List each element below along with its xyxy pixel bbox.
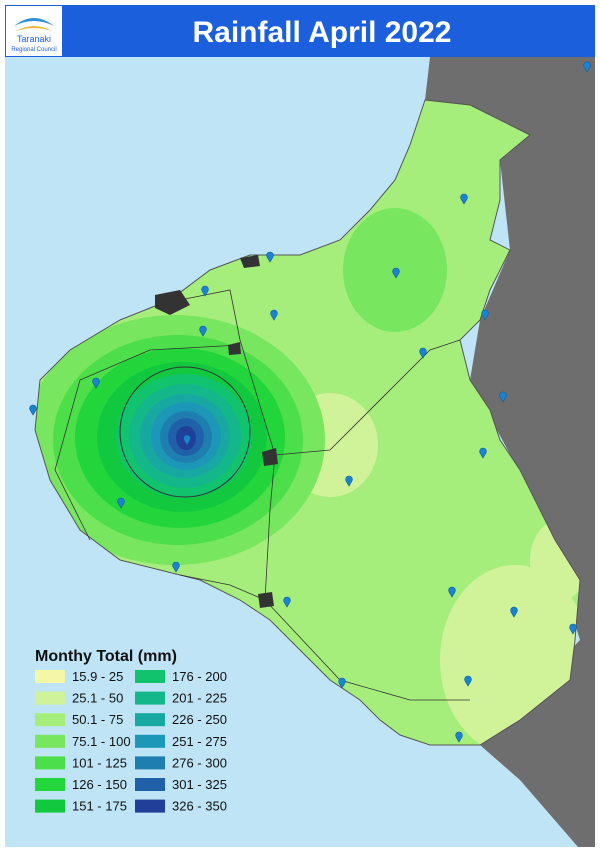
legend-swatch — [35, 670, 65, 683]
gauge — [172, 561, 180, 573]
legend-label: 151 - 175 — [72, 799, 127, 814]
gauge — [583, 61, 591, 73]
legend-swatch — [35, 756, 65, 770]
legend-swatch — [35, 734, 65, 748]
gauge — [481, 309, 489, 321]
logo-text: Regional Council — [11, 47, 56, 53]
page-title: Rainfall April 2022 — [193, 16, 452, 49]
gauge — [117, 497, 125, 509]
gauge — [345, 475, 353, 487]
legend-label: 101 - 125 — [72, 755, 127, 770]
neighbouring-land — [425, 57, 595, 847]
town — [262, 448, 278, 466]
town — [228, 342, 241, 355]
legend-swatch — [135, 713, 165, 727]
legend-swatch — [35, 799, 65, 813]
legend-swatch — [135, 670, 165, 683]
legend-swatch — [135, 799, 165, 813]
legend-title: Monthy Total (mm) — [35, 648, 177, 665]
gauge — [199, 325, 207, 337]
legend-label: 50.1 - 75 — [72, 712, 123, 727]
legend-swatch — [35, 691, 65, 705]
gauge — [448, 586, 456, 598]
gauge — [392, 267, 400, 279]
gauge — [464, 675, 472, 687]
national-park-boundary — [119, 366, 251, 498]
gauge — [201, 285, 209, 297]
legend-label: 326 - 350 — [172, 799, 227, 814]
gauge — [510, 606, 518, 618]
legend-label: 15.9 - 25 — [72, 669, 123, 684]
town — [155, 290, 190, 315]
legend-label: 251 - 275 — [172, 734, 227, 749]
legend-label: 301 - 325 — [172, 777, 227, 792]
gauge — [92, 377, 100, 389]
roads — [54, 289, 470, 701]
legend-label: 201 - 225 — [172, 691, 227, 706]
legend-label: 126 - 150 — [72, 777, 127, 792]
header-bar — [5, 5, 595, 57]
town — [258, 592, 274, 608]
legend-label: 176 - 200 — [172, 669, 227, 684]
legend: 15.9 - 25 25.1 - 50 50.1 - 75 75.1 - 100 101… — [35, 669, 227, 814]
legend-swatch — [135, 778, 165, 791]
town — [240, 255, 260, 268]
gauge — [338, 677, 346, 689]
rainfall-surface — [35, 100, 580, 745]
legend-label: 226 - 250 — [172, 712, 227, 727]
gauge — [266, 251, 274, 263]
gauge — [183, 434, 191, 446]
gauge — [270, 309, 278, 321]
gauge — [460, 193, 468, 205]
legend-swatch — [135, 691, 165, 705]
logo-wave — [16, 26, 52, 31]
gauge — [29, 404, 37, 416]
towns — [155, 255, 278, 608]
legend-swatch — [135, 734, 165, 748]
legend-swatch — [35, 778, 65, 791]
logo-box — [6, 6, 62, 56]
legend-swatch — [135, 756, 165, 770]
legend-swatch — [35, 713, 65, 727]
gauge — [569, 623, 577, 635]
logo-wave — [14, 18, 54, 26]
rain-gauges — [29, 61, 591, 743]
gauge — [499, 391, 507, 403]
gauge — [419, 347, 427, 359]
legend-label: 25.1 - 50 — [72, 691, 123, 706]
legend-label: 276 - 300 — [172, 755, 227, 770]
gauge — [283, 596, 291, 608]
gauge — [455, 731, 463, 743]
legend-label: 75.1 - 100 — [72, 734, 131, 749]
gauge — [479, 447, 487, 459]
logo-text: Taranaki — [17, 34, 51, 44]
